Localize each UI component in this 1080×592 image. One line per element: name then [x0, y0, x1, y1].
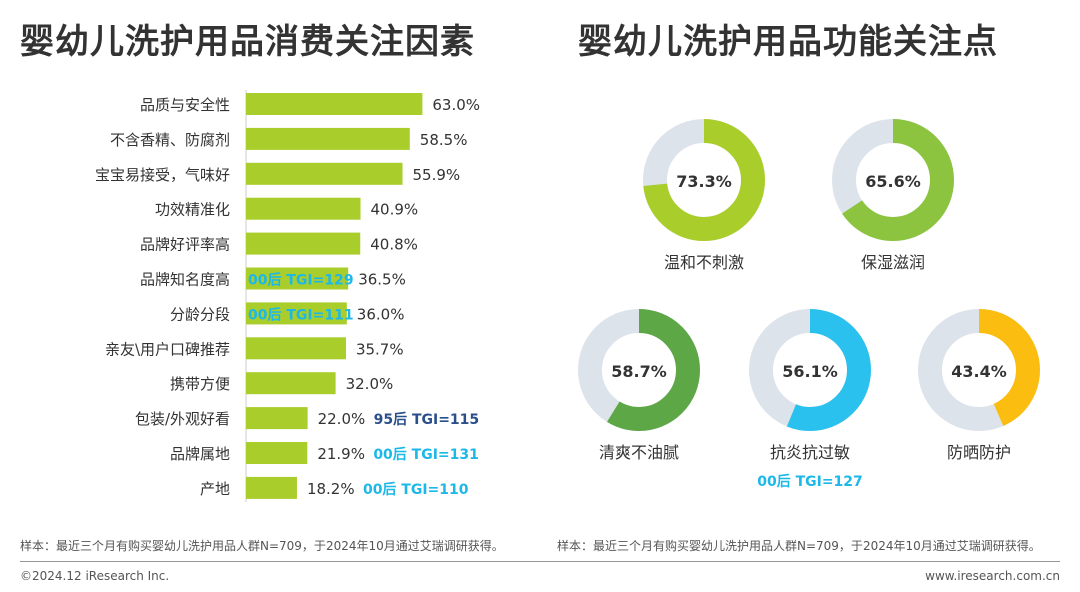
donut-value-label: 65.6%	[865, 172, 921, 191]
bar-value-label: 63.0%	[432, 96, 480, 114]
bar	[246, 337, 346, 360]
bar-category-label: 宝宝易接受，气味好	[95, 166, 230, 184]
tgi-annotation: 00后 TGI=110	[363, 481, 469, 498]
bar-value-label: 35.7%	[356, 340, 404, 358]
bar	[246, 162, 403, 185]
bar-value-label: 22.0%	[318, 410, 366, 428]
donut-category-label: 抗炎抗过敏	[770, 443, 850, 462]
bar-category-label: 产地	[200, 480, 230, 498]
bar-category-label: 不含香精、防腐剂	[110, 131, 230, 149]
bar-category-label: 包装/外观好看	[135, 410, 230, 428]
tgi-annotation: 00后 TGI=127	[757, 473, 863, 490]
donut-category-label: 保湿滋润	[861, 253, 925, 272]
left-chart-title: 婴幼儿洗护用品消费关注因素	[20, 22, 475, 62]
website-url: www.iresearch.com.cn	[925, 569, 1060, 583]
bar	[246, 302, 347, 325]
donut-slice	[918, 309, 1040, 431]
bar-category-label: 品牌属地	[170, 445, 230, 463]
bar-value-label: 55.9%	[413, 166, 461, 184]
tgi-annotation: 00后 TGI=111	[248, 306, 354, 323]
bar-category-label: 分龄分段	[170, 305, 230, 323]
bar	[246, 267, 349, 290]
donut-slice	[578, 309, 700, 431]
bar-category-label: 品牌知名度高	[140, 271, 230, 289]
bar-value-label: 21.9%	[317, 445, 365, 463]
footer-divider	[20, 561, 1060, 562]
sample-note-right: 样本：最近三个月有购买婴幼儿洗护用品人群N=709，于2024年10月通过艾瑞调…	[557, 539, 1041, 553]
donut-value-label: 58.7%	[611, 362, 667, 381]
tgi-annotation: 95后 TGI=115	[374, 411, 480, 428]
bar-value-label: 36.5%	[358, 271, 406, 289]
bar-value-label: 32.0%	[346, 375, 394, 393]
donut-value-label: 43.4%	[951, 362, 1007, 381]
bar-category-label: 功效精准化	[155, 201, 230, 219]
bar	[246, 127, 410, 150]
bar	[246, 442, 308, 464]
donut-slice	[643, 119, 765, 241]
bar-value-label: 58.5%	[420, 131, 468, 149]
bar-category-label: 亲友\用户口碑推荐	[105, 340, 230, 358]
bar-value-label: 40.8%	[370, 236, 418, 254]
donut-value-label: 73.3%	[676, 172, 732, 191]
donut-category-label: 温和不刺激	[664, 253, 744, 272]
bar	[246, 372, 336, 395]
bar	[246, 197, 361, 220]
bar-value-label: 40.9%	[371, 201, 419, 219]
tgi-annotation: 00后 TGI=129	[248, 272, 354, 289]
bar-chart: 品质与安全性 63.0% 不含香精、防腐剂 58.5% 宝宝易接受，气味好 55.9% 功效…	[95, 90, 480, 502]
bar-category-label: 品牌好评率高	[140, 236, 230, 254]
donut-chart: 73.3% 温和不刺激 65.6% 保湿滋润 58.7% 清爽不油腻 56.1% 抗炎抗过敏 0…	[578, 119, 1040, 490]
donut-slice	[832, 119, 954, 241]
bar	[246, 476, 297, 499]
donut-value-label: 56.1%	[782, 362, 838, 381]
bar-category-label: 品质与安全性	[140, 96, 230, 114]
right-chart-title: 婴幼儿洗护用品功能关注点	[578, 22, 998, 62]
bar	[246, 93, 423, 115]
bar	[246, 407, 308, 430]
bar-category-label: 携带方便	[170, 375, 230, 393]
bar-value-label: 18.2%	[307, 480, 355, 498]
donut-category-label: 防晒防护	[947, 443, 1011, 462]
tgi-annotation: 00后 TGI=131	[373, 446, 479, 463]
bar-value-label: 36.0%	[357, 305, 405, 323]
bar	[246, 232, 361, 255]
donut-category-label: 清爽不油腻	[599, 443, 679, 462]
sample-note-left: 样本：最近三个月有购买婴幼儿洗护用品人群N=709，于2024年10月通过艾瑞调…	[20, 539, 504, 553]
donut-slice	[749, 309, 871, 431]
copyright-text: ©2024.12 iResearch Inc.	[20, 569, 170, 583]
